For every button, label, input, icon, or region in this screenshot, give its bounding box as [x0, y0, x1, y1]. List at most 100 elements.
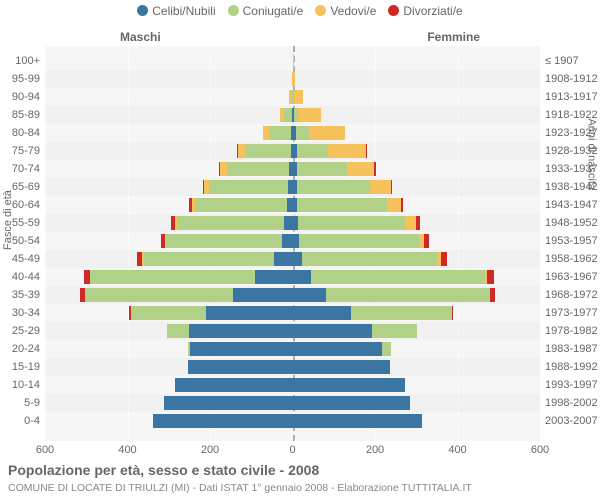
- male-header: Maschi: [120, 30, 161, 44]
- birth-labels-col: ≤ 19071908-19121913-19171918-19221923-19…: [542, 46, 600, 441]
- female-bar: [293, 144, 367, 158]
- bar-segment: [406, 216, 416, 230]
- birth-year-label: 1963-1967: [545, 268, 598, 286]
- x-tick-label: 400: [448, 444, 466, 456]
- bar-segment: [175, 378, 293, 392]
- age-label: 70-74: [12, 160, 40, 178]
- bar-segment: [347, 162, 374, 176]
- female-bar: [293, 180, 393, 194]
- bar-segment: [293, 72, 295, 86]
- bar-segment: [299, 234, 419, 248]
- female-bar: [293, 198, 404, 212]
- male-bar: [171, 216, 292, 230]
- birth-year-label: 1958-1962: [545, 250, 598, 268]
- male-bar: [263, 126, 293, 140]
- birth-year-label: 1943-1947: [545, 196, 598, 214]
- male-bar: [188, 360, 293, 374]
- bar-segment: [297, 180, 370, 194]
- female-bar: [293, 162, 376, 176]
- bar-segment: [238, 144, 246, 158]
- legend-label: Vedovi/e: [330, 4, 376, 18]
- pyramid-row: [45, 340, 540, 358]
- birth-year-label: 2003-2007: [545, 412, 598, 430]
- male-bar: [189, 198, 292, 212]
- age-label: 0-4: [24, 412, 40, 430]
- bar-segment: [164, 396, 293, 410]
- pyramid-row: [45, 142, 540, 160]
- bar-segment: [452, 306, 454, 320]
- birth-year-label: 1908-1912: [545, 70, 598, 88]
- bar-segment: [328, 144, 366, 158]
- bar-segment: [297, 162, 347, 176]
- male-bar: [167, 324, 292, 338]
- bar-segment: [293, 288, 326, 302]
- female-bar: [293, 216, 420, 230]
- bar-segment: [188, 360, 293, 374]
- male-bar: [137, 252, 293, 266]
- birth-year-label: 1918-1922: [545, 106, 598, 124]
- bar-segment: [189, 324, 293, 338]
- legend-swatch: [388, 5, 399, 16]
- female-bar: [293, 90, 304, 104]
- bar-segment: [85, 288, 234, 302]
- male-bar: [188, 342, 293, 356]
- bar-segment: [284, 108, 291, 122]
- birth-year-label: 1953-1957: [545, 232, 598, 250]
- bar-segment: [293, 252, 303, 266]
- pyramid-row: [45, 322, 540, 340]
- chart-title: Popolazione per età, sesso e stato civil…: [8, 462, 319, 478]
- legend-item: Vedovi/e: [315, 4, 376, 18]
- bar-segment: [293, 414, 423, 428]
- age-label: 45-49: [12, 250, 40, 268]
- age-label: 50-54: [12, 232, 40, 250]
- bar-segment: [382, 342, 391, 356]
- bar-segment: [351, 306, 452, 320]
- legend-swatch: [137, 5, 148, 16]
- bar-segment: [255, 270, 293, 284]
- pyramid-row: [45, 124, 540, 142]
- age-label: 25-29: [12, 322, 40, 340]
- female-bar: [293, 378, 405, 392]
- age-labels-col: 100+95-9990-9485-8980-8475-7970-7465-696…: [0, 46, 43, 441]
- age-label: 10-14: [12, 376, 40, 394]
- bar-segment: [195, 198, 287, 212]
- male-bar: [129, 306, 292, 320]
- legend-label: Divorziati/e: [403, 4, 462, 18]
- pyramid-row: [45, 160, 540, 178]
- bar-segment: [227, 162, 289, 176]
- birth-year-label: 1973-1977: [545, 304, 598, 322]
- pyramid-row: [45, 304, 540, 322]
- legend-swatch: [315, 5, 326, 16]
- bar-segment: [293, 342, 382, 356]
- bar-segment: [153, 414, 292, 428]
- bar-segment: [293, 306, 352, 320]
- bar-segment: [366, 144, 367, 158]
- birth-year-label: 1938-1942: [545, 178, 598, 196]
- legend-swatch: [228, 5, 239, 16]
- male-bar: [164, 396, 293, 410]
- male-bar: [80, 288, 292, 302]
- female-bar: [293, 108, 322, 122]
- birth-year-label: ≤ 1907: [545, 52, 579, 70]
- female-bar: [293, 252, 447, 266]
- pyramid-row: [45, 250, 540, 268]
- pyramid-row: [45, 394, 540, 412]
- pyramid-row: [45, 376, 540, 394]
- male-bar: [280, 108, 292, 122]
- birth-year-label: 1968-1972: [545, 286, 598, 304]
- bar-segment: [190, 342, 292, 356]
- age-label: 15-19: [12, 358, 40, 376]
- legend-item: Divorziati/e: [388, 4, 462, 18]
- male-bar: [161, 234, 293, 248]
- age-label: 90-94: [12, 88, 40, 106]
- pyramid-row: [45, 106, 540, 124]
- birth-year-label: 1978-1982: [545, 322, 598, 340]
- female-bar: [293, 72, 295, 86]
- bar-segment: [177, 216, 284, 230]
- bar-segment: [490, 288, 494, 302]
- bar-segment: [297, 144, 328, 158]
- pyramid-row: [45, 178, 540, 196]
- bar-segment: [372, 324, 417, 338]
- bar-segment: [293, 324, 372, 338]
- bar-segment: [284, 216, 292, 230]
